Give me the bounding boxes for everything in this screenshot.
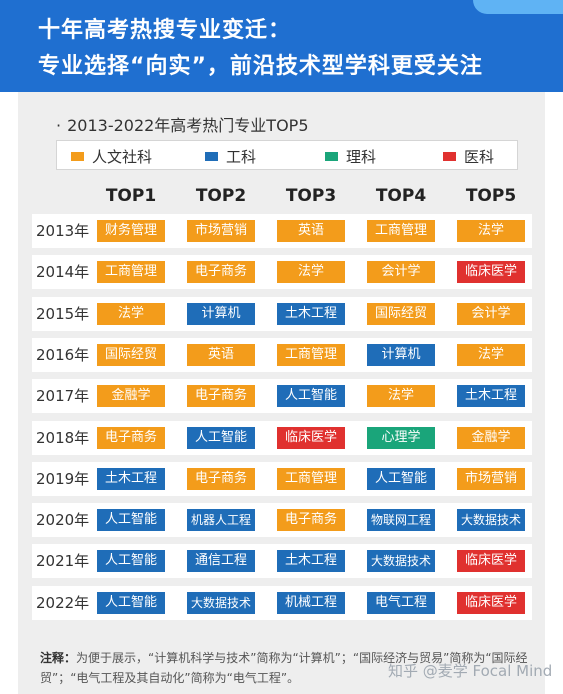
major-tag: 心理学 — [367, 427, 435, 449]
footnote: 注释：为便于展示，“计算机科学与技术”简称为“计算机”；“国际经济与贸易”简称为… — [40, 648, 540, 688]
legend-item-medicine: 医科 — [443, 147, 495, 166]
major-tag: 大数据技术 — [367, 550, 435, 572]
legend-item-humanities: 人文社科 — [71, 147, 153, 166]
legend-item-engineering: 工科 — [205, 147, 257, 166]
major-tag: 土木工程 — [277, 303, 345, 325]
row-year: 2020年 — [36, 511, 90, 529]
major-tag: 工商管理 — [367, 220, 435, 242]
major-tag: 大数据技术 — [457, 509, 525, 531]
footnote-label: 注释： — [40, 651, 77, 665]
major-tag: 临床医学 — [457, 261, 525, 283]
major-tag: 土木工程 — [457, 385, 525, 407]
major-tag: 电子商务 — [277, 509, 345, 531]
subtitle-text: 2013-2022年高考热门专业TOP5 — [67, 116, 309, 135]
major-tag: 会计学 — [457, 303, 525, 325]
major-tag: 土木工程 — [277, 550, 345, 572]
major-tag: 财务管理 — [97, 220, 165, 242]
major-tag: 土木工程 — [97, 468, 165, 490]
major-tag: 通信工程 — [187, 550, 255, 572]
legend-swatch-blue — [205, 151, 218, 161]
major-tag: 人工智能 — [97, 592, 165, 614]
major-tag: 电子商务 — [187, 261, 255, 283]
major-tag: 临床医学 — [457, 592, 525, 614]
legend-swatch-orange — [71, 151, 84, 161]
legend: 人文社科 工科 理科 医科 — [56, 140, 518, 170]
major-tag: 法学 — [277, 261, 345, 283]
major-tag: 机器人工程 — [187, 509, 255, 531]
major-tag: 英语 — [187, 344, 255, 366]
major-tag: 工商管理 — [97, 261, 165, 283]
major-tag: 金融学 — [97, 385, 165, 407]
legend-label: 医科 — [464, 147, 495, 166]
row-year: 2019年 — [36, 470, 90, 488]
major-tag: 电子商务 — [97, 427, 165, 449]
major-tag: 临床医学 — [457, 550, 525, 572]
row-year: 2021年 — [36, 552, 90, 570]
legend-item-science: 理科 — [325, 147, 377, 166]
header-title-line2: 专业选择“向实”，前沿技术型学科更受关注 — [38, 54, 483, 79]
row-year: 2015年 — [36, 305, 90, 323]
major-tag: 人工智能 — [367, 468, 435, 490]
major-tag: 物联网工程 — [367, 509, 435, 531]
column-header-top1: TOP1 — [105, 186, 157, 206]
major-tag: 工商管理 — [277, 468, 345, 490]
legend-swatch-green — [325, 151, 338, 161]
major-tag: 人工智能 — [277, 385, 345, 407]
header-title-line1: 十年高考热搜专业变迁： — [38, 18, 292, 43]
corner-decoration — [473, 0, 563, 14]
row-year: 2016年 — [36, 346, 90, 364]
watermark: 知乎 @麦学 Focal Mind — [388, 662, 553, 680]
legend-swatch-red — [443, 151, 456, 161]
row-year: 2013年 — [36, 222, 90, 240]
major-tag: 法学 — [457, 220, 525, 242]
legend-label: 人文社科 — [92, 147, 153, 166]
row-year: 2018年 — [36, 429, 90, 447]
major-tag: 金融学 — [457, 427, 525, 449]
major-tag: 人工智能 — [97, 550, 165, 572]
row-year: 2022年 — [36, 594, 90, 612]
major-tag: 法学 — [457, 344, 525, 366]
major-tag: 国际经贸 — [97, 344, 165, 366]
major-tag: 大数据技术 — [187, 592, 255, 614]
major-tag: 计算机 — [367, 344, 435, 366]
major-tag: 人工智能 — [187, 427, 255, 449]
column-header-top3: TOP3 — [285, 186, 337, 206]
major-tag: 法学 — [97, 303, 165, 325]
major-tag: 电子商务 — [187, 468, 255, 490]
major-tag: 英语 — [277, 220, 345, 242]
major-tag: 法学 — [367, 385, 435, 407]
header-banner: 十年高考热搜专业变迁： 专业选择“向实”，前沿技术型学科更受关注 — [0, 0, 563, 92]
major-tag: 人工智能 — [97, 509, 165, 531]
column-header-top5: TOP5 — [465, 186, 517, 206]
major-tag: 国际经贸 — [367, 303, 435, 325]
footnote-text: 为便于展示，“计算机科学与技术”简称为“计算机”；“国际经济与贸易”简称为“国际… — [40, 651, 528, 685]
subtitle-bullet: · — [56, 116, 62, 135]
major-tag: 市场营销 — [187, 220, 255, 242]
legend-label: 工科 — [226, 147, 257, 166]
legend-label: 理科 — [346, 147, 377, 166]
major-tag: 工商管理 — [277, 344, 345, 366]
major-tag: 会计学 — [367, 261, 435, 283]
major-tag: 临床医学 — [277, 427, 345, 449]
major-tag: 电子商务 — [187, 385, 255, 407]
major-tag: 电气工程 — [367, 592, 435, 614]
column-header-top2: TOP2 — [195, 186, 247, 206]
major-tag: 计算机 — [187, 303, 255, 325]
row-year: 2017年 — [36, 387, 90, 405]
major-tag: 市场营销 — [457, 468, 525, 490]
table-subtitle: · 2013-2022年高考热门专业TOP5 — [56, 112, 309, 136]
row-year: 2014年 — [36, 263, 90, 281]
column-header-top4: TOP4 — [375, 186, 427, 206]
major-tag: 机械工程 — [277, 592, 345, 614]
